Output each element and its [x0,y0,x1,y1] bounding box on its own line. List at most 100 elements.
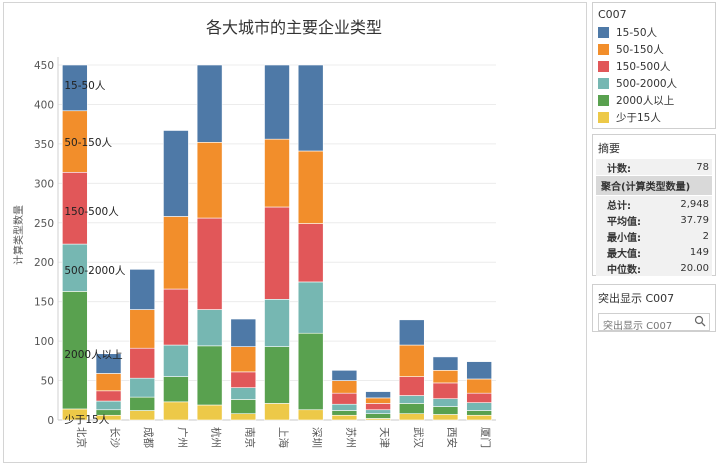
highlight-panel: 突出显示 C007 [592,284,716,335]
bar-segment [432,369,459,384]
bar-segment [466,361,492,380]
average-label: 平均值: [607,216,641,228]
bar-segment [331,380,358,394]
legend-panel: C007 15-50人 50-150人 150-500人 500-2000人 2000人… [592,2,716,129]
legend-swatch [598,95,609,106]
highlight-title: 突出显示 C007 [598,292,675,305]
summary-panel: 摘要 计数: 78 聚合(计算类型数量) 总计: 2,948 平均值: 37.7… [592,134,716,276]
bar-segment [264,346,290,404]
y-tick-label: 450 [34,60,54,72]
bar-segment [432,406,459,415]
bar-segment [398,319,425,346]
x-tick-label: 天津 [378,427,390,448]
total-label: 总计: [607,200,631,212]
bar-segment [398,395,425,404]
legend-item[interactable]: 15-50人 [593,24,715,41]
y-tick-label: 350 [34,139,54,151]
summary-total-row: 总计: 2,948 [596,196,712,212]
highlight-search-input[interactable] [599,318,707,335]
search-icon[interactable] [694,315,706,327]
bar-segment [264,403,290,421]
highlight-search-box[interactable] [598,313,710,335]
min-value: 2 [702,230,709,242]
y-tick-label: 100 [34,336,54,348]
summary-min-row: 最小值: 2 [596,228,712,244]
average-value: 37.79 [680,214,709,226]
legend-swatch [598,44,609,55]
aggregate-header: 聚合(计算类型数量) [596,176,712,195]
max-value: 149 [689,246,709,258]
bar-segment [331,392,358,405]
bar-segment [264,298,290,347]
max-label: 最大值: [607,248,641,260]
bar-segment [398,413,425,421]
legend-swatch [598,61,609,72]
legend-swatch [598,78,609,89]
bar-segment [297,281,324,334]
bar-segment [365,409,391,414]
bar-segment [398,376,425,396]
bar-segment [365,397,391,404]
bar-segment [297,409,324,421]
bar-segment [95,390,122,402]
x-tick-label: 广州 [176,427,188,448]
legend-item[interactable]: 2000人以上 [593,92,715,109]
legend-item[interactable]: 500-2000人 [593,75,715,92]
bar-segment [297,64,324,152]
bar-segment [466,378,492,394]
bar-segment [297,150,324,224]
bar-segment [196,345,223,406]
bar-segment [163,344,189,377]
bar-segment [432,414,459,421]
bar-segment [230,318,257,347]
bar-segment [163,216,189,290]
x-tick-label: 西安 [445,427,458,448]
y-tick-label: 250 [34,218,54,230]
summary-max-row: 最大值: 149 [596,244,712,260]
bar-segment [196,404,223,421]
bar-segment [264,138,290,208]
bar-segment [264,64,290,140]
y-tick-label: 150 [34,297,54,309]
bar-segment [62,110,88,173]
legend-item[interactable]: 少于15人 [593,109,715,126]
bar-segment [163,130,189,217]
median-label: 中位数: [607,264,641,276]
bar-segment [365,391,391,399]
bar-segment [230,399,257,414]
y-tick-label: 300 [34,178,54,190]
legend-label: 50-150人 [616,44,664,56]
x-tick-label: 厦门 [479,427,492,448]
bar-segment [331,410,358,416]
bar-segment [129,269,156,310]
bar-segment [331,403,358,411]
bar-segment [398,344,425,377]
median-value: 20.00 [680,262,709,274]
bar-segment [129,347,156,379]
y-axis-label: 计算类型数量 [12,205,25,265]
bar-segment [62,171,88,245]
total-value: 2,948 [680,198,709,210]
legend-item[interactable]: 150-500人 [593,58,715,75]
legend-label: 少于15人 [616,112,661,124]
y-tick-label: 50 [41,376,54,388]
bar-segment [62,291,88,410]
summary-title: 摘要 [598,142,620,155]
legend-swatch [598,112,609,123]
bar-segment [365,413,391,419]
legend-label: 150-500人 [616,61,671,73]
bar-segment [129,410,156,421]
y-tick-label: 0 [47,415,54,427]
legend-label: 2000人以上 [616,95,675,107]
legend-item[interactable]: 50-150人 [593,41,715,58]
segment-annotation: 500-2000人 [64,265,126,277]
bar-segment [62,243,88,292]
x-tick-label: 成都 [142,427,154,448]
min-label: 最小值: [607,232,641,244]
bar-segment [297,223,324,283]
count-label: 计数: [607,163,631,175]
chart-title: 各大城市的主要企业类型 [206,18,382,37]
legend-swatch [598,27,609,38]
bar-segment [466,402,492,411]
